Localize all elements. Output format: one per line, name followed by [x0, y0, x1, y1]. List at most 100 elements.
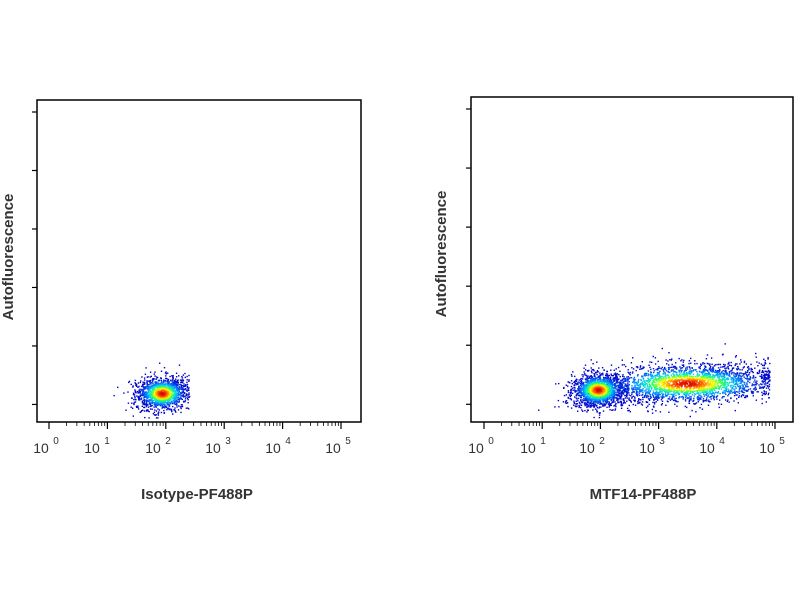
scatter-point — [743, 387, 746, 389]
scatter-point — [596, 411, 599, 413]
scatter-point — [607, 381, 609, 383]
scatter-point — [676, 391, 678, 393]
scatter-point — [693, 390, 695, 392]
scatter-point — [768, 383, 771, 386]
scatter-point — [674, 398, 676, 400]
scatter-point — [673, 396, 675, 398]
scatter-point — [599, 380, 602, 382]
scatter-point — [634, 388, 637, 391]
scatter-point — [632, 387, 634, 389]
scatter-point — [704, 390, 706, 392]
scatter-point — [591, 381, 593, 384]
scatter-point — [624, 385, 626, 387]
scatter-point — [664, 371, 666, 374]
scatter-point — [155, 410, 158, 412]
scatter-point — [706, 377, 709, 379]
scatter-point — [700, 372, 703, 374]
scatter-point — [178, 398, 180, 401]
scatter-point — [161, 389, 163, 391]
scatter-point — [146, 409, 148, 411]
x-tick-label: 10 — [265, 440, 281, 456]
scatter-point — [155, 378, 157, 380]
scatter-point — [718, 375, 721, 378]
scatter-point — [686, 397, 688, 400]
scatter-point — [578, 401, 581, 404]
scatter-point — [731, 373, 733, 375]
scatter-point — [613, 395, 615, 398]
scatter-point — [662, 389, 665, 391]
scatter-point — [657, 360, 659, 363]
scatter-point — [617, 386, 619, 388]
scatter-point — [592, 363, 594, 365]
scatter-point — [183, 392, 185, 394]
scatter-point — [653, 370, 655, 372]
scatter-point — [602, 374, 604, 376]
scatter-point — [577, 394, 580, 397]
x-axis-label: Isotype-PF488P — [141, 486, 253, 503]
scatter-point — [733, 382, 735, 384]
scatter-point — [143, 390, 145, 392]
scatter-point — [676, 405, 678, 407]
scatter-point — [168, 398, 170, 401]
scatter-point — [679, 376, 681, 378]
y-axis-ticks — [32, 111, 37, 406]
scatter-point — [747, 365, 750, 368]
scatter-point — [698, 366, 700, 368]
scatter-point — [152, 379, 155, 381]
scatter-point — [174, 383, 176, 386]
scatter-point — [605, 374, 607, 376]
scatter-point — [181, 392, 183, 394]
scatter-point — [187, 388, 189, 390]
scatter-point — [761, 394, 764, 396]
scatter-point — [743, 361, 746, 364]
scatter-point — [130, 406, 132, 408]
scatter-point — [664, 373, 667, 375]
scatter-point — [623, 400, 625, 402]
scatter-point — [173, 392, 176, 394]
scatter-point — [755, 352, 757, 355]
scatter-point — [174, 386, 176, 388]
scatter-point — [151, 393, 153, 395]
scatter-point — [641, 376, 643, 378]
scatter-point — [583, 371, 585, 373]
scatter-point — [717, 375, 719, 377]
scatter-point — [156, 389, 158, 392]
scatter-point — [613, 380, 615, 382]
scatter-point — [708, 368, 711, 370]
scatter-point — [689, 372, 691, 374]
scatter-point — [622, 375, 624, 378]
scatter-point — [684, 375, 687, 377]
scatter-point — [719, 369, 721, 371]
scatter-point — [149, 403, 151, 405]
scatter-point — [635, 388, 637, 390]
scatter-point — [156, 385, 159, 388]
scatter-point — [575, 380, 578, 382]
scatter-point — [724, 392, 726, 394]
scatter-point — [603, 404, 605, 406]
scatter-point — [661, 379, 663, 381]
scatter-point — [564, 402, 567, 404]
scatter-point — [596, 399, 598, 401]
scatter-point — [702, 376, 704, 378]
scatter-point — [584, 398, 587, 401]
scatter-point — [745, 372, 747, 374]
scatter-point — [684, 377, 687, 379]
scatter-point — [765, 384, 767, 386]
scatter-point — [673, 390, 675, 393]
scatter-point — [645, 395, 647, 397]
scatter-point — [142, 403, 144, 405]
scatter-point — [717, 379, 720, 381]
scatter-point — [155, 404, 157, 406]
scatter-point — [626, 388, 628, 390]
scatter-point — [732, 381, 734, 384]
scatter-point — [768, 392, 770, 394]
scatter-point — [718, 377, 720, 379]
scatter-point — [163, 395, 165, 397]
scatter-point — [593, 406, 595, 408]
scatter-point — [746, 395, 749, 398]
scatter-point — [177, 389, 179, 392]
scatter-point — [745, 395, 747, 397]
scatter-point — [701, 373, 704, 375]
scatter-point — [619, 370, 621, 372]
scatter-point — [684, 389, 686, 391]
